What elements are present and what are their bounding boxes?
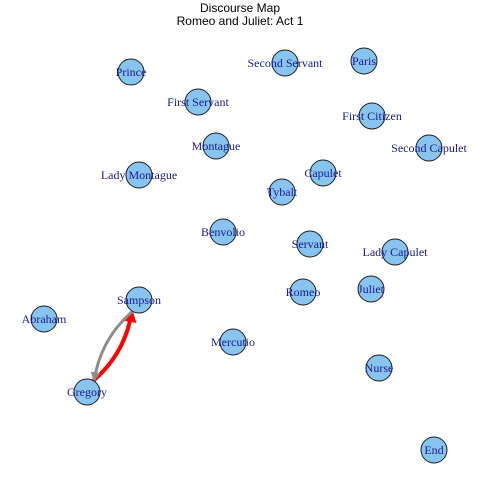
node-label-sampson: Sampson	[117, 293, 161, 307]
node-circle-end	[420, 436, 448, 464]
node-label-paris: Paris	[352, 54, 376, 68]
node-sampson: Sampson	[117, 286, 161, 314]
node-label-prince: Prince	[116, 65, 147, 79]
node-circle-lady-montague	[125, 161, 153, 189]
node-benvolio: Benvolio	[201, 218, 245, 246]
node-circle-prince	[117, 58, 145, 86]
node-label-lady-montague: Lady Montague	[101, 168, 177, 182]
node-label-servant: Servant	[292, 237, 329, 251]
node-circle-juliet	[357, 275, 385, 303]
node-romeo: Romeo	[286, 278, 321, 306]
node-label-romeo: Romeo	[286, 285, 321, 299]
node-label-second-capulet: Second Capulet	[391, 141, 467, 155]
node-circle-second-servant	[271, 49, 299, 77]
node-montague: Montague	[192, 132, 241, 160]
node-label-tybalt: Tybalt	[267, 185, 298, 199]
nodes-layer: Prince Second Servant Paris First Servant Fi…	[22, 47, 467, 464]
node-label-lady-capulet: Lady Capulet	[363, 245, 429, 259]
node-second-servant: Second Servant	[248, 49, 324, 77]
node-label-montague: Montague	[192, 139, 241, 153]
node-circle-second-capulet	[415, 134, 443, 162]
node-label-mercutio: Mercutio	[211, 335, 255, 349]
node-end: End	[420, 436, 448, 464]
node-circle-montague	[202, 132, 230, 160]
node-label-capulet: Capulet	[304, 166, 342, 180]
node-first-servant: First Servant	[167, 88, 229, 116]
node-circle-mercutio	[219, 328, 247, 356]
node-label-first-citizen: First Citizen	[342, 109, 402, 123]
node-gregory: Gregory	[67, 378, 107, 406]
node-circle-lady-capulet	[381, 238, 409, 266]
node-circle-benvolio	[209, 218, 237, 246]
edge-sampson-to-gregory	[90, 309, 135, 382]
node-circle-abraham	[30, 305, 58, 333]
node-servant: Servant	[292, 230, 329, 258]
node-prince: Prince	[116, 58, 147, 86]
node-nurse: Nurse	[365, 354, 394, 382]
node-circle-first-servant	[184, 88, 212, 116]
node-circle-first-citizen	[358, 102, 386, 130]
edge-gregory-to-sampson	[91, 309, 137, 383]
node-label-abraham: Abraham	[22, 312, 67, 326]
node-label-second-servant: Second Servant	[248, 56, 324, 70]
node-juliet: Juliet	[357, 275, 385, 303]
node-abraham: Abraham	[22, 305, 67, 333]
node-tybalt: Tybalt	[267, 178, 298, 206]
node-paris: Paris	[350, 47, 378, 75]
node-mercutio: Mercutio	[211, 328, 255, 356]
node-lady-montague: Lady Montague	[101, 161, 177, 189]
node-label-juliet: Juliet	[358, 282, 385, 296]
node-second-capulet: Second Capulet	[391, 134, 467, 162]
node-circle-servant	[296, 230, 324, 258]
node-label-benvolio: Benvolio	[201, 225, 245, 239]
node-label-gregory: Gregory	[67, 385, 107, 399]
map-subtitle: Romeo and Juliet: Act 1	[177, 14, 304, 28]
node-circle-capulet	[309, 159, 337, 187]
node-circle-paris	[350, 47, 378, 75]
edges-layer	[90, 309, 137, 383]
node-first-citizen: First Citizen	[342, 102, 402, 130]
node-label-end: End	[424, 443, 443, 457]
node-circle-romeo	[289, 278, 317, 306]
node-lady-capulet: Lady Capulet	[363, 238, 429, 266]
node-circle-sampson	[125, 286, 153, 314]
node-circle-nurse	[365, 354, 393, 382]
node-capulet: Capulet	[304, 159, 342, 187]
node-circle-gregory	[73, 378, 101, 406]
node-circle-tybalt	[268, 178, 296, 206]
node-label-nurse: Nurse	[365, 361, 394, 375]
node-label-first-servant: First Servant	[167, 95, 229, 109]
map-title: Discourse Map	[200, 1, 280, 15]
